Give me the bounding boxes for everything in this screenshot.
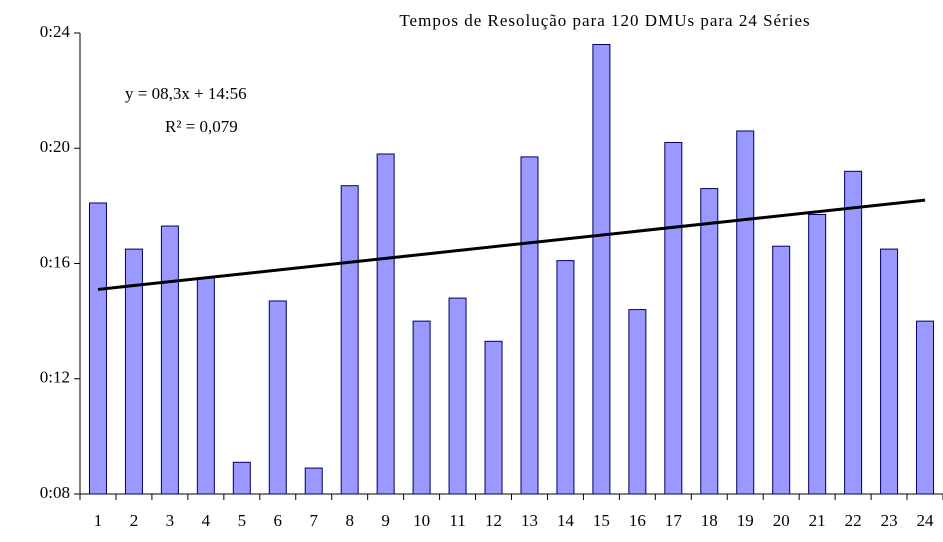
x-tick-label: 23 <box>881 511 898 530</box>
bar <box>232 461 251 495</box>
bar <box>700 188 719 495</box>
bar <box>880 248 899 495</box>
bar <box>412 320 431 495</box>
bar <box>520 156 539 495</box>
bar <box>772 245 791 495</box>
x-tick-label: 7 <box>309 511 318 530</box>
x-tick-label: 18 <box>701 511 718 530</box>
x-tick-label: 1 <box>94 511 103 530</box>
x-tick-label: 5 <box>238 511 247 530</box>
x-tick-label: 22 <box>845 511 862 530</box>
bar <box>736 130 755 495</box>
bar <box>916 320 935 495</box>
bar <box>160 225 179 495</box>
x-tick-label: 11 <box>449 511 465 530</box>
x-tick-label: 2 <box>130 511 139 530</box>
bar <box>808 214 827 495</box>
bar <box>376 153 395 495</box>
x-tick-label: 16 <box>629 511 646 530</box>
y-tick-label: 0:16 <box>40 252 70 271</box>
x-tick-label: 12 <box>485 511 502 530</box>
bar <box>448 297 467 495</box>
bar <box>484 340 503 495</box>
bar <box>304 467 323 495</box>
x-tick-label: 15 <box>593 511 610 530</box>
y-tick-label: 0:08 <box>40 483 70 502</box>
bar <box>628 309 647 495</box>
x-tick-label: 3 <box>166 511 175 530</box>
x-tick-label: 19 <box>737 511 754 530</box>
bar <box>664 141 683 495</box>
x-tick-label: 17 <box>665 511 683 530</box>
x-tick-label: 8 <box>345 511 354 530</box>
bar <box>556 260 575 495</box>
bar <box>88 202 107 495</box>
y-tick-label: 0:24 <box>40 22 71 41</box>
chart-title: Tempos de Resolução para 120 DMUs para 2… <box>399 11 810 30</box>
x-tick-label: 14 <box>557 511 575 530</box>
y-tick-label: 0:20 <box>40 137 70 156</box>
bar <box>844 170 863 495</box>
x-tick-label: 6 <box>274 511 283 530</box>
x-tick-label: 20 <box>773 511 790 530</box>
bar <box>592 44 611 495</box>
bar <box>124 248 143 495</box>
bar <box>268 300 287 495</box>
x-tick-label: 4 <box>202 511 211 530</box>
x-tick-label: 21 <box>809 511 826 530</box>
annotation: y = 08,3x + 14:56 <box>125 84 247 103</box>
y-tick-label: 0:12 <box>40 368 70 387</box>
bar <box>196 277 215 495</box>
x-tick-label: 10 <box>413 511 430 530</box>
trendline <box>97 198 926 291</box>
annotation: R² = 0,079 <box>165 117 238 136</box>
x-tick-label: 13 <box>521 511 538 530</box>
x-tick-label: 9 <box>381 511 390 530</box>
bar <box>340 185 359 495</box>
x-tick-label: 24 <box>917 511 935 530</box>
